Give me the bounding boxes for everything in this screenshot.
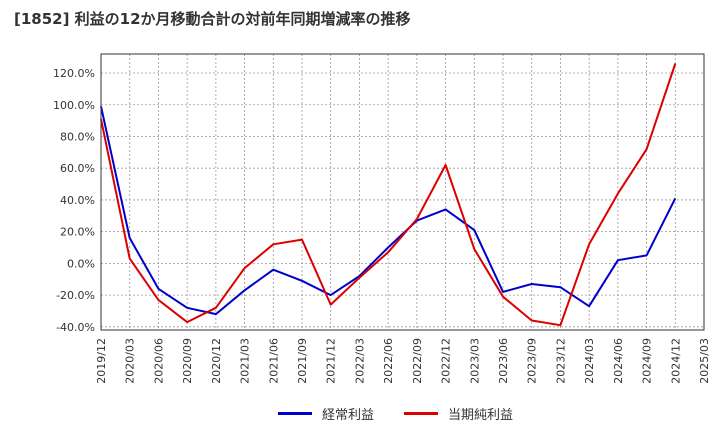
plot-area-background xyxy=(101,54,704,330)
legend-label-ordinary-profit: 経常利益 xyxy=(322,408,375,423)
series-line-ordinary-profit xyxy=(100,106,677,316)
chart-title: [1852] 利益の12か月移動合計の対前年同期増減率の推移 xyxy=(14,10,411,28)
x-tick-label: 2021/03 xyxy=(239,338,252,384)
x-tick-label: 2022/12 xyxy=(440,338,453,384)
x-tick-label: 2024/06 xyxy=(612,338,625,384)
x-tick-label: 2024/12 xyxy=(669,338,682,384)
x-tick-label: 2022/03 xyxy=(353,338,366,384)
series-line-net-profit xyxy=(100,63,677,327)
x-tick-label: 2021/09 xyxy=(296,338,309,384)
y-axis-ticks: 120.0% 100.0% 80.0% 60.0% 40.0% 20.0% 0.0% -20.… xyxy=(53,67,95,334)
x-tick-label: 2023/06 xyxy=(497,338,510,384)
legend-swatch-net-profit xyxy=(404,412,438,415)
y-tick-label: -40.0% xyxy=(56,321,95,334)
series-lines xyxy=(100,63,677,327)
legend-item-ordinary-profit: 経常利益 xyxy=(278,404,374,423)
legend-swatch-ordinary-profit xyxy=(278,412,312,415)
x-tick-label: 2025/03 xyxy=(698,338,711,384)
legend-item-net-profit: 当期純利益 xyxy=(404,404,513,423)
x-axis-ticks: 2019/12 2020/03 2020/06 2020/09 2020/12 2021/… xyxy=(95,338,711,384)
x-tick-label: 2020/03 xyxy=(124,338,137,384)
y-tick-label: 60.0% xyxy=(60,162,95,175)
x-tick-label: 2023/09 xyxy=(526,338,539,384)
x-tick-label: 2023/12 xyxy=(554,338,567,384)
y-tick-label: 0.0% xyxy=(67,257,95,270)
x-tick-label: 2023/03 xyxy=(468,338,481,384)
y-tick-label: 120.0% xyxy=(53,67,95,80)
x-tick-label: 2021/12 xyxy=(325,338,338,384)
x-tick-label: 2024/09 xyxy=(641,338,654,384)
y-tick-label: 40.0% xyxy=(60,194,95,207)
x-tick-label: 2022/09 xyxy=(411,338,424,384)
legend-label-net-profit: 当期純利益 xyxy=(448,408,514,423)
grid xyxy=(101,54,704,330)
legend: 経常利益 当期純利益 xyxy=(0,404,720,428)
x-tick-label: 2022/06 xyxy=(382,338,395,384)
y-tick-label: 20.0% xyxy=(60,226,95,239)
plot-area-border xyxy=(100,53,705,331)
x-tick-label: 2024/03 xyxy=(583,338,596,384)
y-tick-label: 80.0% xyxy=(60,130,95,143)
x-tick-label: 2020/09 xyxy=(181,338,194,384)
y-tick-label: 100.0% xyxy=(53,99,95,112)
x-tick-label: 2020/12 xyxy=(210,338,223,384)
x-tick-label: 2020/06 xyxy=(152,338,165,384)
x-tick-label: 2019/12 xyxy=(95,338,108,384)
x-tick-label: 2021/06 xyxy=(267,338,280,384)
y-tick-label: -20.0% xyxy=(56,289,95,302)
